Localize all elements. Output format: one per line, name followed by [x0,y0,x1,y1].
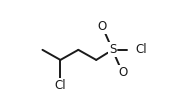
Text: O: O [98,20,107,33]
Text: O: O [118,66,127,79]
Text: S: S [109,43,116,56]
Text: Cl: Cl [55,79,66,92]
Text: Cl: Cl [135,43,147,56]
